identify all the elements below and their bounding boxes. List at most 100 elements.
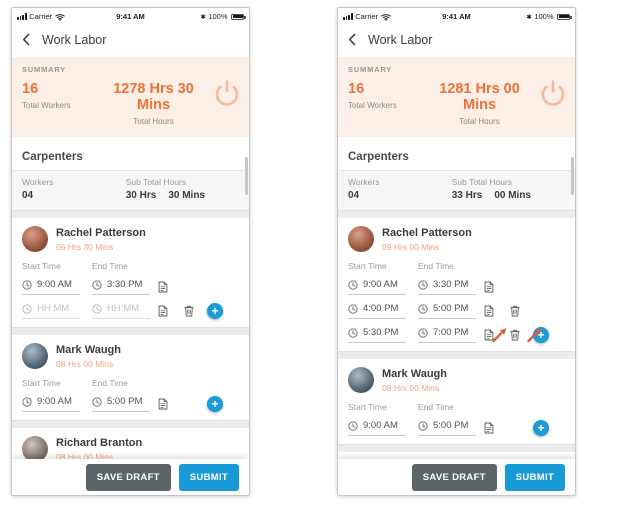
time-value: 5:00 PM [433,303,469,314]
trash-icon[interactable] [510,329,520,341]
nav-bar: Work Labor [338,25,575,54]
clock-icon [92,397,102,407]
note-icon[interactable] [484,422,494,434]
time-placeholder: HH:MM [107,303,140,314]
worker-name: Mark Waugh [56,343,121,356]
signal-icon [343,13,353,20]
section-divider [12,420,249,428]
submit-button[interactable]: SUBMIT [504,463,565,491]
worker-card: Mark Waugh 08 Hrs 00 Mins Start Time End… [338,359,575,444]
status-bar: Carrier 9:41 AM ✱ 100% [338,8,575,25]
note-icon[interactable] [158,305,168,317]
back-button[interactable] [22,33,30,46]
time-value: 5:30 PM [363,327,399,338]
summary-label: SUMMARY [22,65,67,74]
clock-icon [22,280,32,290]
start-time-field[interactable]: 9:00 AM [348,420,406,436]
start-time-field[interactable]: 5:30 PM [348,327,406,343]
total-hours-label: Total Hours [459,117,500,126]
save-draft-button[interactable]: SAVE DRAFT [85,463,171,491]
footer-bar: SAVE DRAFT SUBMIT [338,459,575,495]
worker-hours: 09 Hrs 00 Mins [382,241,440,252]
trash-icon[interactable] [510,305,520,317]
end-time-field[interactable]: HH:MM [92,303,150,319]
trash-icon[interactable] [184,305,194,317]
worker-card: Rachel Patterson 06 Hrs 30 Mins Start Ti… [12,218,249,327]
subtotal-bar: Workers 04 Sub Total Hours 30 Hrs 30 Mins [12,171,249,210]
add-time-button[interactable]: + [207,303,223,319]
clock-icon [22,397,32,407]
total-hours-value: 1281 Hrs 00 Mins [439,81,520,113]
start-time-label: Start Time [22,261,61,271]
footer-bar: SAVE DRAFT SUBMIT [12,459,249,495]
scrollbar[interactable] [571,157,574,195]
page-title: Work Labor [42,32,107,47]
start-time-label: Start Time [348,261,387,271]
status-time: 9:41 AM [442,12,471,21]
bluetooth-icon: ✱ [526,13,532,21]
time-entry-row: 4:00 PM 5:00 PM [348,303,565,319]
avatar [22,343,48,369]
end-time-field[interactable]: 5:00 PM [418,420,476,436]
clock-icon [348,280,358,290]
wifi-icon [55,13,65,21]
time-value: 4:00 PM [363,303,399,314]
clock-icon [348,328,358,338]
submit-button[interactable]: SUBMIT [178,463,239,491]
worker-hours: 08 Hrs 00 Mins [56,451,114,462]
carrier-label: Carrier [355,12,379,21]
clock-icon [348,304,358,314]
total-hours-label: Total Hours [133,117,174,126]
save-draft-button[interactable]: SAVE DRAFT [411,463,497,491]
start-time-field[interactable]: 9:00 AM [22,279,80,295]
avatar [22,226,48,252]
chevron-left-icon [22,33,30,46]
note-icon[interactable] [484,305,494,317]
clock-icon [92,280,102,290]
section-divider [338,351,575,359]
end-time-field[interactable]: 3:30 PM [418,279,476,295]
end-time-label: End Time [418,402,454,412]
end-time-field[interactable]: 5:00 PM [418,303,476,319]
worker-name: Richard Branton [56,436,143,449]
worker-hours: 08 Hrs 00 Mins [56,358,114,369]
summary-card: SUMMARY 16 Total Workers 1281 Hrs 00 Min… [338,57,575,137]
clock-icon [418,280,428,290]
time-value: 5:00 PM [433,420,469,431]
worker-card: Mark Waugh 08 Hrs 00 Mins Start Time End… [12,335,249,420]
time-placeholder: HH:MM [37,303,70,314]
annotation-arrow-add [525,324,545,344]
end-time-field[interactable]: 7:00 PM [418,327,476,343]
start-time-label: Start Time [348,402,387,412]
start-time-field[interactable]: HH:MM [22,303,80,319]
summary-label: SUMMARY [348,65,393,74]
sub-total-hours-label: Sub Total Hours [451,177,513,187]
scrollbar[interactable] [245,157,248,195]
start-time-field[interactable]: 9:00 AM [348,279,406,295]
start-time-field[interactable]: 9:00 AM [22,396,80,412]
total-workers-value: 16 [22,81,39,97]
note-icon[interactable] [484,281,494,293]
power-icon [212,78,242,108]
plus-icon: + [211,303,219,318]
time-value: 7:00 PM [433,327,469,338]
total-workers-label: Total Workers [348,101,397,110]
worker-name: Rachel Patterson [56,226,146,239]
section-divider [338,444,575,452]
time-value: 9:00 AM [37,396,72,407]
end-time-field[interactable]: 3:30 PM [92,279,150,295]
start-time-field[interactable]: 4:00 PM [348,303,406,319]
summary-card: SUMMARY 16 Total Workers 1278 Hrs 30 Min… [12,57,249,137]
workers-label: Workers [22,177,54,187]
add-time-button[interactable]: + [207,396,223,412]
worker-name: Mark Waugh [382,367,447,380]
subtotal-bar: Workers 04 Sub Total Hours 33 Hrs 00 Mins [338,171,575,210]
end-time-field[interactable]: 5:00 PM [92,396,150,412]
battery-percent: 100% [534,12,554,21]
note-icon[interactable] [158,398,168,410]
note-icon[interactable] [158,281,168,293]
back-button[interactable] [348,33,356,46]
time-value: 5:00 PM [107,396,143,407]
add-time-button[interactable]: + [533,420,549,436]
section-divider [338,210,575,218]
